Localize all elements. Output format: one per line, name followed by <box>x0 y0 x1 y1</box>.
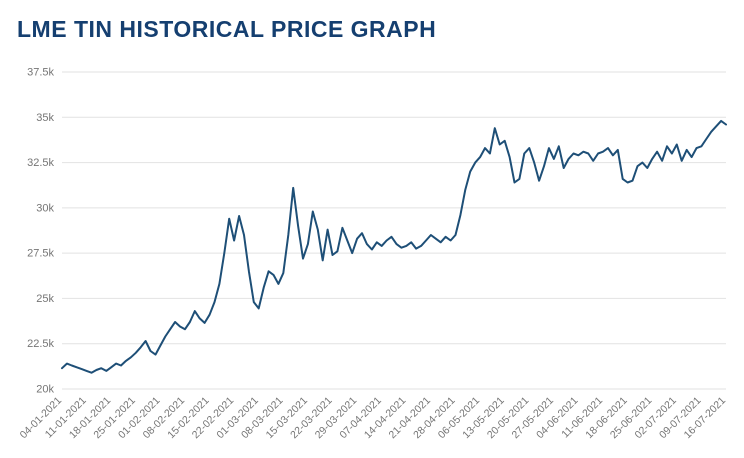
y-axis-label: 35k <box>36 112 54 124</box>
y-axis-label: 37.5k <box>27 67 54 79</box>
price-line <box>61 119 727 374</box>
y-axis-label: 32.5k <box>27 157 54 169</box>
y-axis-label: 27.5k <box>27 248 54 260</box>
y-axis-label: 22.5k <box>27 338 54 350</box>
y-axis-label: 20k <box>36 384 54 396</box>
y-axis-label: 25k <box>36 293 54 305</box>
page-title: LME TIN HISTORICAL PRICE GRAPH <box>17 16 437 42</box>
y-axis-label: 30k <box>36 202 54 214</box>
